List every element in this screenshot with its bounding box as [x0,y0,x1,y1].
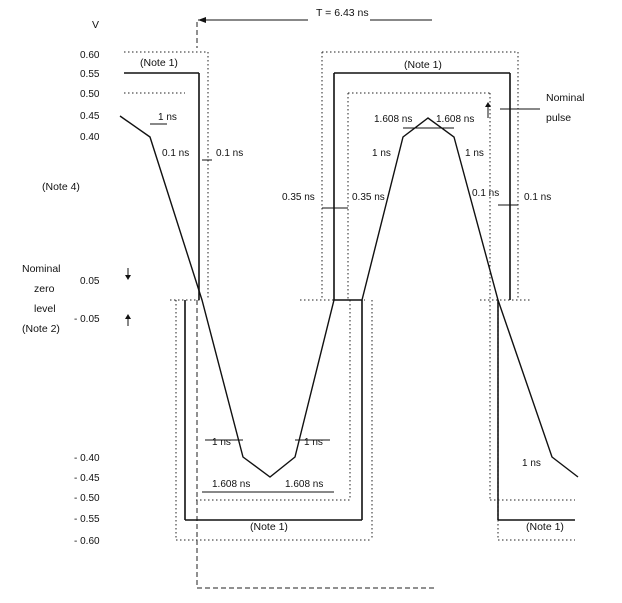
y-tick-0.55: 0.55 [80,69,100,80]
time-1.608ns-top-b: 1.608 ns [436,114,474,125]
svg-text:level: level [34,303,56,315]
time-1ns-bottom-a: 1 ns [212,437,231,448]
svg-text:Nominal: Nominal [546,92,585,104]
note1-label-bottom-right: (Note 1) [526,521,564,533]
time-1ns-top-right-a: 1 ns [372,148,391,159]
y-tick-neg-0.40: - 0.40 [74,453,100,464]
time-1.608ns-bottom-b: 1.608 ns [285,479,323,490]
period-label: T = 6.43 ns [316,7,369,19]
time-1ns-top-right-b: 1 ns [465,148,484,159]
note1-label-top-right: (Note 1) [404,59,442,71]
y-tick-0.40: 0.40 [80,132,100,143]
y-tick-labels: 0.60 0.55 0.50 0.45 0.40 0.05 - 0.05 - 0… [74,50,100,547]
y-tick-0.50: 0.50 [80,89,100,100]
time-1.608ns-top-a: 1.608 ns [374,114,412,125]
y-tick-neg-0.60: - 0.60 [74,536,100,547]
svg-text:pulse: pulse [546,112,571,124]
time-0.1ns-d: 0.1 ns [524,192,551,203]
y-tick-neg-0.45: - 0.45 [74,473,100,484]
time-1ns-top-left: 1 ns [158,112,177,123]
nominal-pulse-label: Nominal pulse [485,92,585,124]
time-1ns-bottom-right: 1 ns [522,458,541,469]
y-tick-0.60: 0.60 [80,50,100,61]
zero-level-arrows [125,268,131,326]
time-0.1ns-c: 0.1 ns [472,188,499,199]
time-1ns-bottom-b: 1 ns [304,437,323,448]
svg-text:(Note 2): (Note 2) [22,323,60,335]
timing-annotations: 1 ns 0.1 ns 0.1 ns 0.35 ns 0.35 ns 1.608… [150,112,551,493]
nominal-zero-label: Nominal zero level (Note 2) [22,263,61,335]
note1-label-bottom-middle: (Note 1) [250,521,288,533]
svg-text:Nominal: Nominal [22,263,61,275]
y-unit-label: V [92,19,99,31]
note4-label: (Note 4) [42,181,80,193]
period-indicator: T = 6.43 ns [196,7,435,589]
y-tick-0.45: 0.45 [80,111,100,122]
time-0.35ns-a: 0.35 ns [282,192,315,203]
y-tick-neg-0.50: - 0.50 [74,493,100,504]
nominal-pulse-waveform [119,115,579,478]
svg-text:zero: zero [34,283,55,295]
y-tick-neg-0.55: - 0.55 [74,514,100,525]
y-tick-neg-0.05: - 0.05 [74,314,100,325]
time-1.608ns-bottom-a: 1.608 ns [212,479,250,490]
note1-label-top-left: (Note 1) [140,57,178,69]
time-0.1ns-b: 0.1 ns [216,148,243,159]
outer-mask [124,51,575,541]
time-0.35ns-b: 0.35 ns [352,192,385,203]
time-0.1ns-a: 0.1 ns [162,148,189,159]
y-tick-0.05: 0.05 [80,276,100,287]
